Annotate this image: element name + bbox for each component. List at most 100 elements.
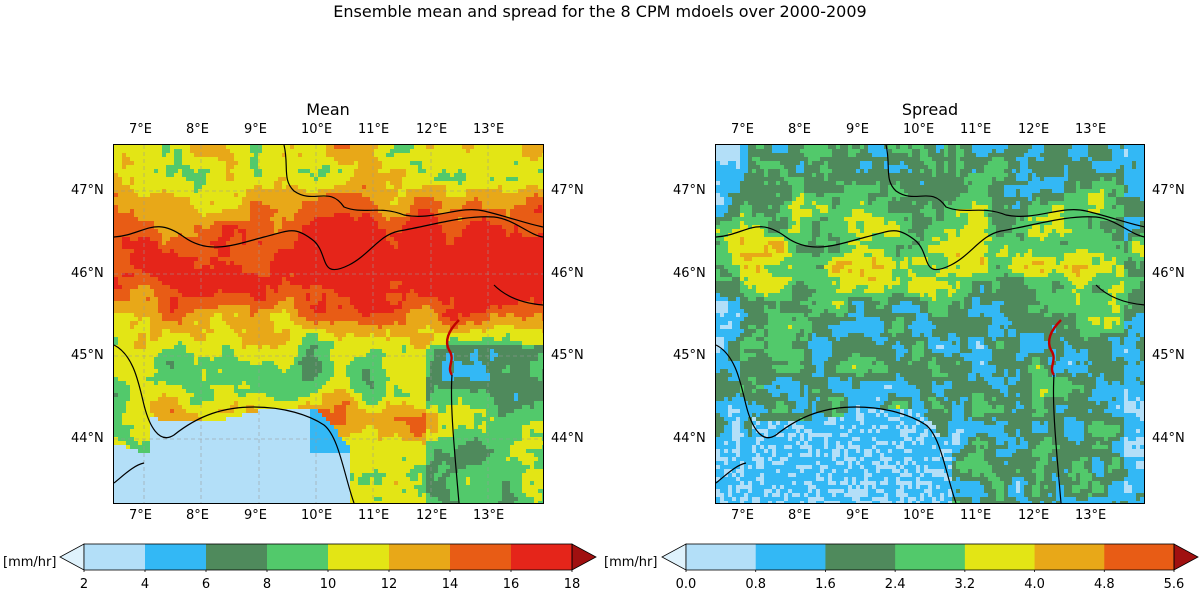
mean-colorbar-segment bbox=[328, 544, 390, 570]
mean-colorbar-tick-label: 4 bbox=[140, 577, 150, 592]
mean-colorbar-tick-label: 12 bbox=[380, 577, 398, 592]
mean-lon-label-bottom: 7°E bbox=[129, 508, 152, 523]
mean-colorbar-under-arrow bbox=[59, 543, 85, 571]
mean-lon-label-top: 7°E bbox=[129, 122, 152, 137]
mean-map bbox=[113, 144, 544, 504]
mean-lon-label-top: 12°E bbox=[416, 122, 448, 137]
mean-colorbar-segment bbox=[267, 544, 329, 570]
mean-colorbar-segment bbox=[450, 544, 512, 570]
spread-colorbar-segment bbox=[895, 544, 966, 570]
spread-lat-label-left: 47°N bbox=[673, 183, 706, 198]
spread-colorbar-segment bbox=[755, 544, 826, 570]
mean-lon-label-bottom: 9°E bbox=[244, 508, 267, 523]
spread-panel-title: Spread bbox=[901, 100, 959, 119]
spread-colorbar-tick-label: 2.4 bbox=[884, 577, 906, 592]
mean-colorbar-tick-label: 2 bbox=[79, 577, 89, 592]
mean-lat-label-left: 46°N bbox=[71, 266, 104, 281]
spread-raster bbox=[716, 145, 1144, 503]
spread-colorbar-tick-label: 0.0 bbox=[675, 577, 697, 592]
spread-lon-label-top: 13°E bbox=[1075, 122, 1107, 137]
figure-title: Ensemble mean and spread for the 8 CPM m… bbox=[333, 2, 867, 21]
spread-lon-label-top: 10°E bbox=[903, 122, 935, 137]
spread-colorbar-under-arrow bbox=[661, 543, 687, 571]
spread-lon-label-top: 7°E bbox=[731, 122, 754, 137]
spread-lat-label-right: 47°N bbox=[1152, 183, 1185, 198]
mean-colorbar-segment bbox=[145, 544, 207, 570]
spread-lagoon-coast bbox=[1047, 319, 1062, 376]
mean-colorbar-segment bbox=[206, 544, 268, 570]
mean-lon-label-bottom: 12°E bbox=[416, 508, 448, 523]
mean-lat-label-left: 47°N bbox=[71, 183, 104, 198]
spread-colorbar-segment bbox=[686, 544, 757, 570]
mean-gridlines bbox=[114, 145, 543, 503]
mean-lon-label-top: 9°E bbox=[244, 122, 267, 137]
mean-colorbar-tick-label: 6 bbox=[201, 577, 211, 592]
spread-lon-label-bottom: 7°E bbox=[731, 508, 754, 523]
spread-colorbar-over-arrow bbox=[1173, 543, 1199, 571]
mean-colorbar-segment bbox=[84, 544, 146, 570]
mean-lon-label-bottom: 13°E bbox=[473, 508, 505, 523]
mean-colorbar-unit: [mm/hr] bbox=[3, 555, 57, 570]
mean-lat-label-right: 45°N bbox=[551, 348, 584, 363]
spread-colorbar-segment bbox=[1104, 544, 1175, 570]
spread-colorbar-segment bbox=[1034, 544, 1105, 570]
mean-colorbar-tick-label: 14 bbox=[441, 577, 459, 592]
mean-colorbar-tick-label: 8 bbox=[262, 577, 272, 592]
mean-lat-label-right: 44°N bbox=[551, 431, 584, 446]
mean-lat-label-left: 45°N bbox=[71, 348, 104, 363]
mean-colorbar bbox=[59, 543, 597, 572]
spread-colorbar-tick-label: 5.6 bbox=[1163, 577, 1185, 592]
mean-lon-label-top: 8°E bbox=[186, 122, 209, 137]
mean-lon-label-bottom: 10°E bbox=[301, 508, 333, 523]
mean-colorbar-over-arrow bbox=[571, 543, 597, 571]
spread-lat-label-left: 45°N bbox=[673, 348, 706, 363]
spread-lat-label-left: 46°N bbox=[673, 266, 706, 281]
spread-lon-label-top: 12°E bbox=[1018, 122, 1050, 137]
spread-lat-label-right: 44°N bbox=[1152, 431, 1185, 446]
spread-map bbox=[715, 144, 1145, 504]
mean-lat-label-right: 47°N bbox=[551, 183, 584, 198]
spread-colorbar-outline bbox=[685, 543, 1175, 571]
spread-borders bbox=[716, 145, 1144, 503]
mean-lon-label-top: 10°E bbox=[301, 122, 333, 137]
spread-colorbar bbox=[661, 543, 1199, 572]
mean-colorbar-segment bbox=[511, 544, 573, 570]
spread-colorbar-tick-label: 4.0 bbox=[1024, 577, 1045, 592]
spread-lon-label-bottom: 13°E bbox=[1075, 508, 1107, 523]
spread-colorbar-segment bbox=[825, 544, 896, 570]
mean-colorbar-segment bbox=[389, 544, 451, 570]
spread-colorbar-tick-label: 3.2 bbox=[954, 577, 976, 592]
mean-raster bbox=[114, 145, 543, 503]
mean-lagoon-coast bbox=[445, 319, 460, 376]
mean-map-field bbox=[114, 145, 543, 503]
spread-lat-label-left: 44°N bbox=[673, 431, 706, 446]
mean-lat-label-right: 46°N bbox=[551, 266, 584, 281]
spread-colorbar-tick-label: 1.6 bbox=[815, 577, 836, 592]
mean-borders bbox=[114, 145, 543, 503]
spread-lon-label-bottom: 8°E bbox=[788, 508, 811, 523]
spread-lat-label-right: 46°N bbox=[1152, 266, 1185, 281]
mean-lon-label-bottom: 11°E bbox=[358, 508, 390, 523]
mean-colorbar-tick-label: 16 bbox=[502, 577, 520, 592]
spread-lat-label-right: 45°N bbox=[1152, 348, 1185, 363]
mean-colorbar-tick-label: 18 bbox=[563, 577, 581, 592]
spread-lon-label-top: 11°E bbox=[960, 122, 992, 137]
mean-colorbar-tick-label: 10 bbox=[319, 577, 337, 592]
spread-map-field bbox=[716, 145, 1144, 503]
spread-lon-label-top: 9°E bbox=[846, 122, 869, 137]
spread-lon-label-bottom: 10°E bbox=[903, 508, 935, 523]
mean-lon-label-top: 11°E bbox=[358, 122, 390, 137]
spread-lon-label-top: 8°E bbox=[788, 122, 811, 137]
spread-colorbar-tick-label: 0.8 bbox=[745, 577, 767, 592]
spread-lon-label-bottom: 11°E bbox=[960, 508, 992, 523]
spread-lon-label-bottom: 9°E bbox=[846, 508, 869, 523]
spread-colorbar-tick-label: 4.8 bbox=[1093, 577, 1115, 592]
spread-colorbar-unit: [mm/hr] bbox=[604, 555, 658, 570]
mean-lat-label-left: 44°N bbox=[71, 431, 104, 446]
mean-panel-title: Mean bbox=[306, 100, 350, 119]
spread-lon-label-bottom: 12°E bbox=[1018, 508, 1050, 523]
mean-lon-label-top: 13°E bbox=[473, 122, 505, 137]
mean-lon-label-bottom: 8°E bbox=[186, 508, 209, 523]
spread-colorbar-segment bbox=[964, 544, 1036, 570]
